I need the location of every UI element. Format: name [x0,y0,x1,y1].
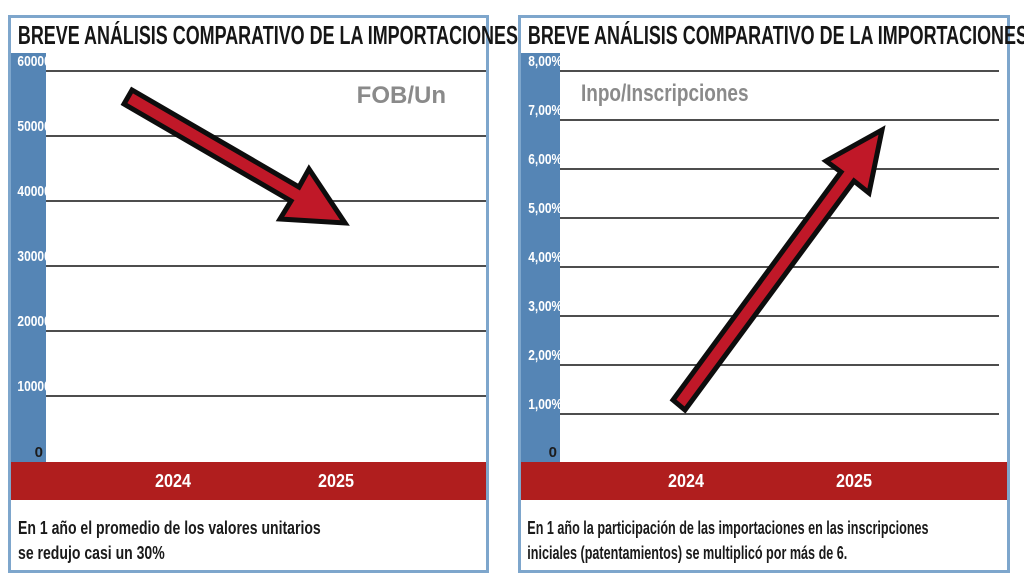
x-axis-bar: 2024 2025 [11,462,486,500]
x-axis-bar: 2024 2025 [521,462,1007,500]
x-label-2024: 2024 [668,471,705,491]
y-tick-label: 6,00% [528,151,563,168]
gridline [560,119,999,121]
gridline [560,217,999,219]
gridline [560,315,999,317]
y-tick-label: 50000 [17,118,51,135]
y-axis-column [11,53,46,462]
chart-title: BREVE ANÁLISIS COMPARATIVO DE LA IMPORTA… [17,20,518,50]
chart-panel-fob: BREVE ANÁLISIS COMPARATIVO DE LA IMPORTA… [8,15,518,573]
series-label: Inpo/Inscripciones [581,80,749,107]
x-label-2025: 2025 [835,471,872,491]
caption-line-2: se redujo casi un 30% [18,543,165,563]
gridline [46,395,486,397]
y-zero-label: 0 [548,444,557,461]
gridline [46,200,486,202]
gridline [46,265,486,267]
x-label-2024: 2024 [154,471,191,491]
x-label-2025: 2025 [318,471,355,491]
y-tick-label: 1,00% [528,396,563,413]
gridline [560,168,999,170]
gridline [46,70,486,72]
chart-caption: En 1 año la participación de las importa… [521,516,929,566]
gridline [560,266,999,268]
y-tick-label: 60000 [17,53,51,70]
y-zero-label: 0 [34,444,43,461]
y-tick-label: 4,00% [528,249,563,266]
caption-line-1: En 1 año el promedio de los valores unit… [18,518,321,538]
gridline [560,364,999,366]
y-tick-label: 30000 [17,248,51,265]
chart-panel-inpo: BREVE ANÁLISIS COMPARATIVO DE LA IMPORTA… [518,15,1024,573]
series-label: FOB/Un [356,82,446,109]
gridline [560,413,999,415]
y-tick-label: 10000 [17,378,51,395]
y-tick-label: 2,00% [528,347,563,364]
y-tick-label: 40000 [17,183,51,200]
chart-title: BREVE ANÁLISIS COMPARATIVO DE LA IMPORTA… [527,20,1024,50]
gridline [560,70,999,72]
y-tick-label: 20000 [17,313,51,330]
y-tick-label: 3,00% [528,298,563,315]
chart-caption: En 1 año el promedio de los valores unit… [11,516,382,566]
caption-line-2: iniciales (patentamientos) se multiplicó… [527,543,848,563]
gridline [46,330,486,332]
gridline [46,135,486,137]
y-tick-label: 5,00% [528,200,563,217]
caption-line-1: En 1 año la participación de las importa… [527,518,929,538]
y-axis-column [521,53,560,462]
y-tick-label: 7,00% [528,102,563,119]
y-tick-label: 8,00% [528,53,563,70]
